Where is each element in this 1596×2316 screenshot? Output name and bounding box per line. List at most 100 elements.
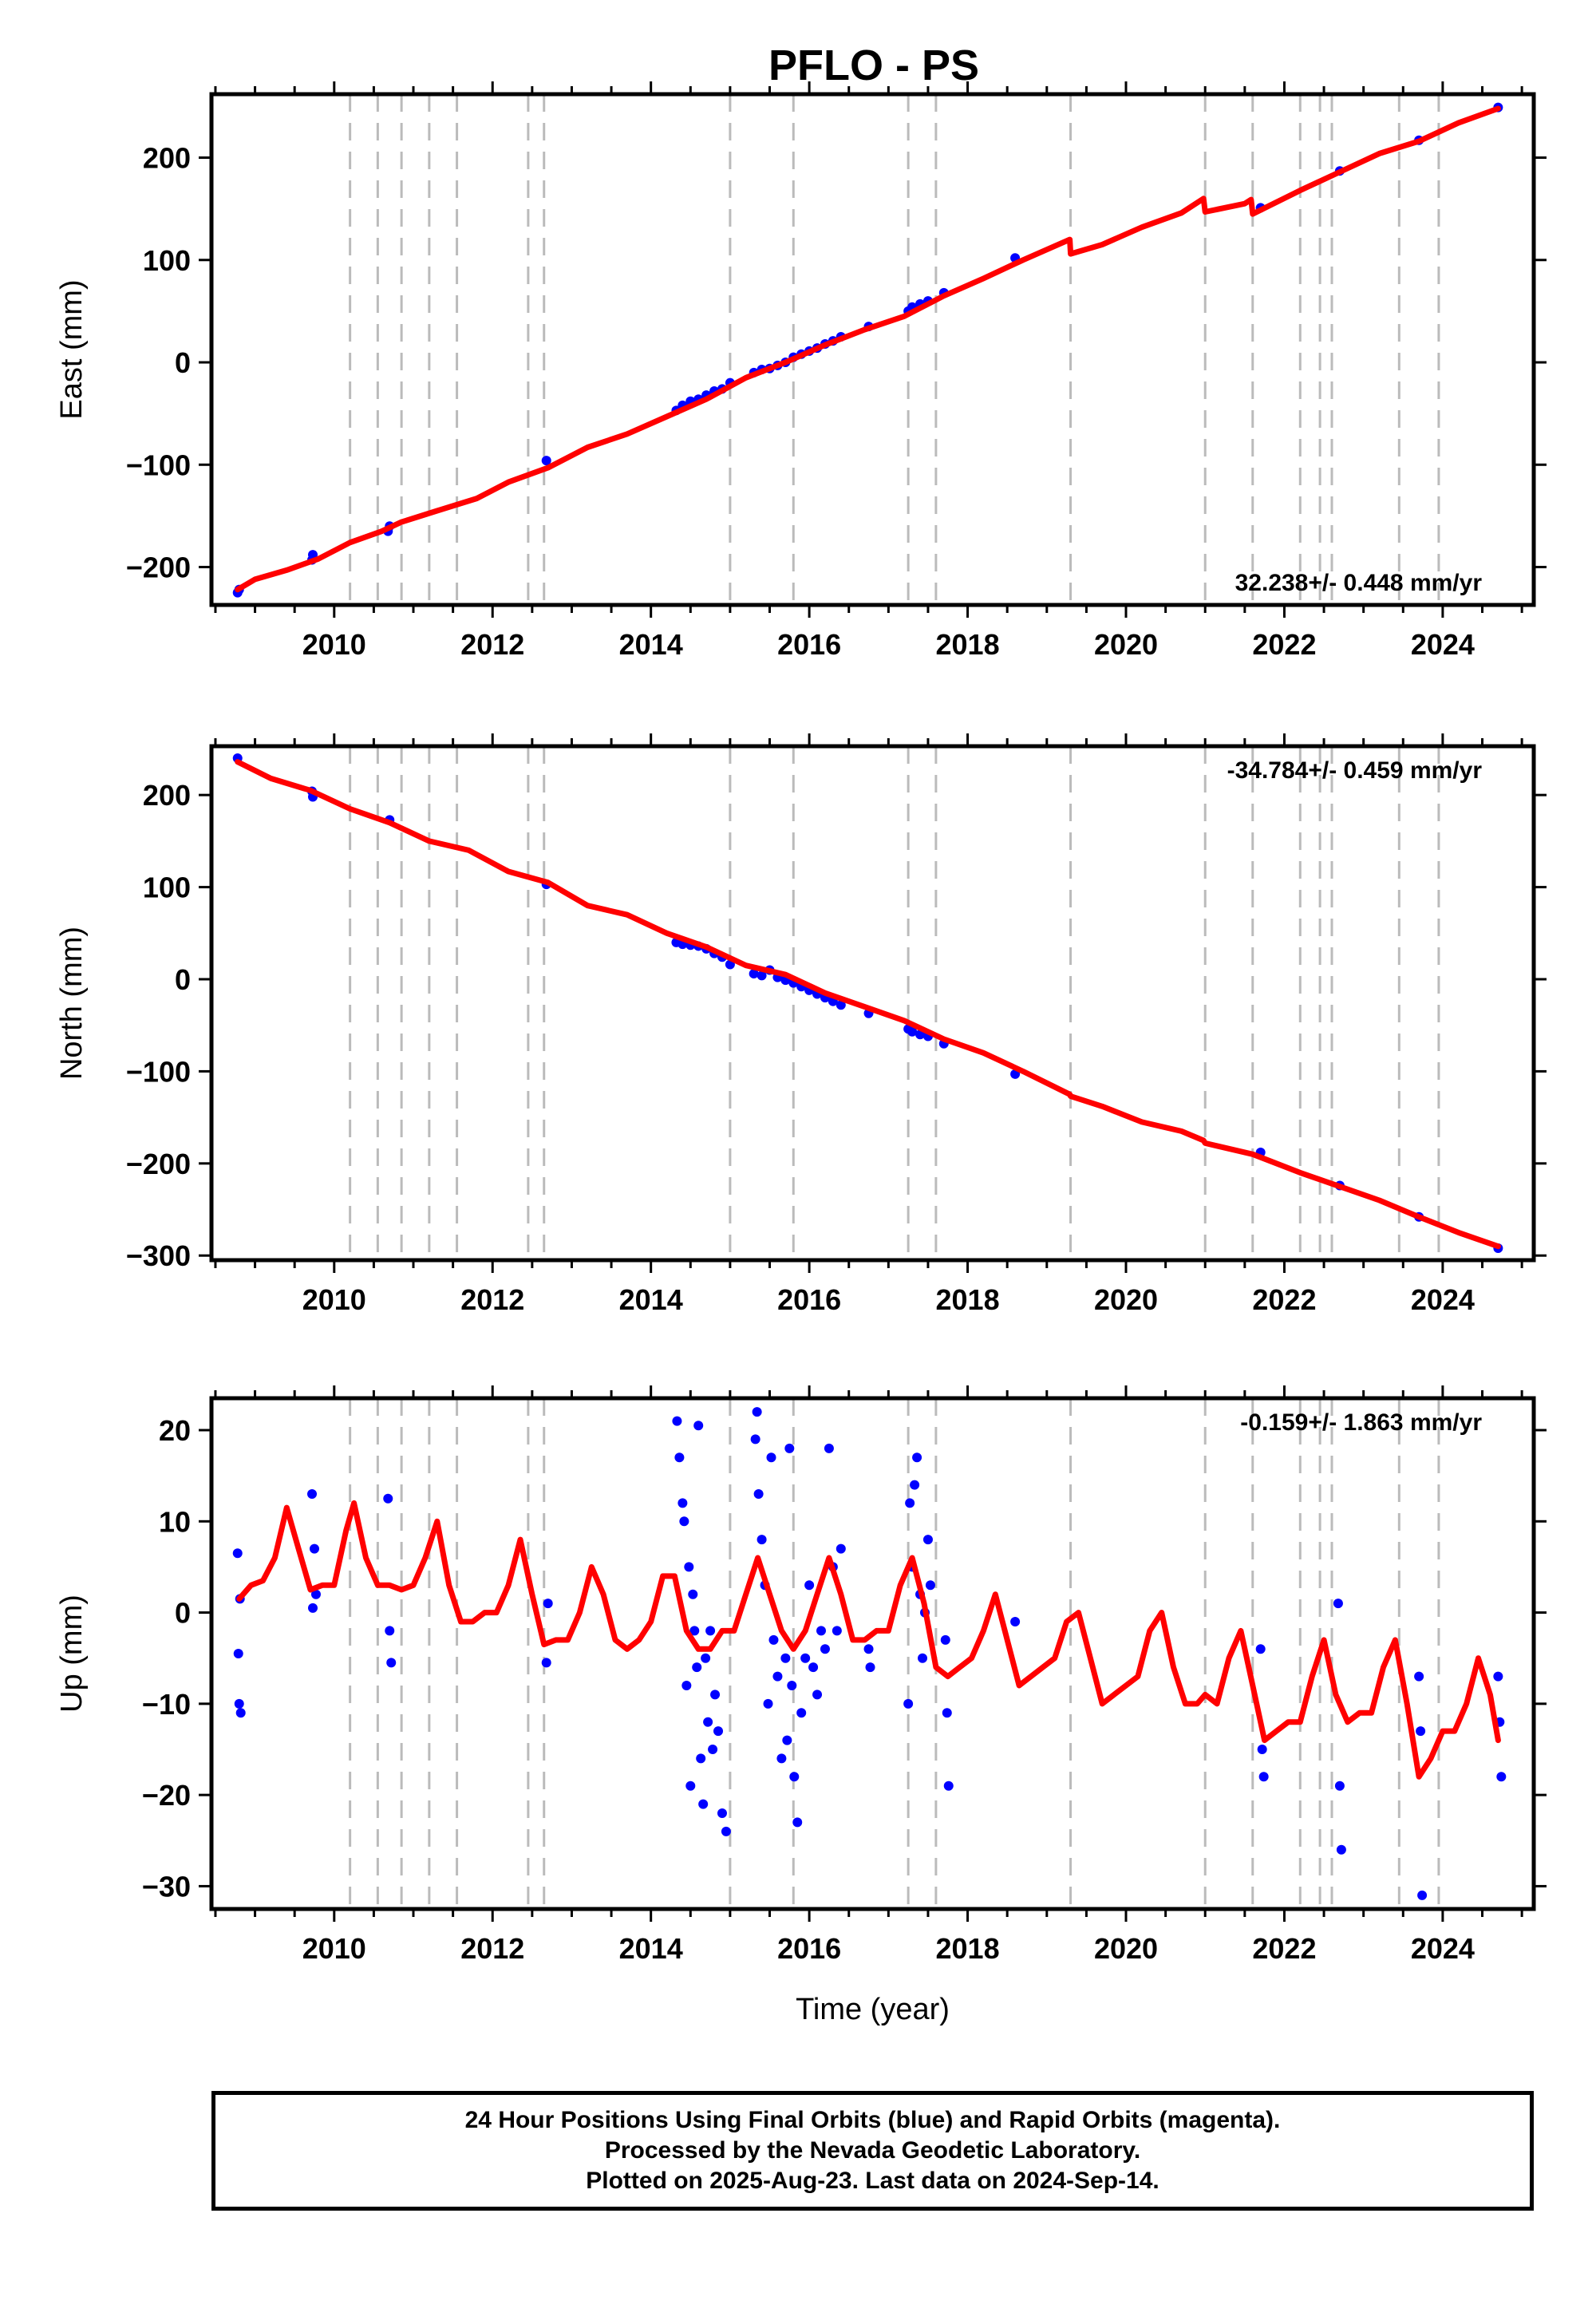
data-point	[776, 1753, 787, 1764]
y-tick-label: 100	[143, 871, 191, 904]
data-point	[812, 1690, 823, 1700]
rate-annotation: 32.238+/- 0.448 mm/yr	[1235, 570, 1483, 596]
data-point	[721, 1826, 731, 1836]
x-tick-label: 2018	[936, 628, 1000, 661]
data-point	[234, 1698, 244, 1709]
data-point	[903, 1698, 914, 1709]
footer-line-2: Processed by the Nevada Geodetic Laborat…	[604, 2137, 1141, 2164]
plot-frame	[209, 744, 1536, 1263]
y-tick-label: 200	[143, 779, 191, 812]
data-point	[863, 1644, 874, 1654]
data-point	[753, 1489, 764, 1499]
data-point	[780, 1653, 791, 1663]
model-line	[235, 759, 1501, 1250]
data-point	[386, 1658, 397, 1668]
y-tick-label: 0	[175, 346, 191, 379]
data-point	[543, 1599, 553, 1609]
x-tick-label: 2020	[1094, 628, 1158, 661]
data-point	[678, 1498, 688, 1508]
data-point	[705, 1626, 716, 1636]
data-point	[757, 970, 767, 981]
y-tick-label: −100	[126, 1055, 191, 1088]
data-point	[1333, 1599, 1343, 1609]
y-tick-label: 0	[175, 963, 191, 996]
data-point	[784, 1443, 795, 1453]
data-point	[1417, 1890, 1428, 1900]
data-point	[541, 456, 551, 466]
y-tick-label: −300	[126, 1239, 191, 1272]
y-tick-label: −200	[126, 1148, 191, 1180]
x-tick-label: 2012	[460, 1932, 524, 1965]
x-tick-label: 2014	[619, 1932, 683, 1965]
data-point	[808, 1662, 819, 1673]
east-panel: 2010 2012 2014 2016 2018 2020 2022 2024 −200 −100…	[55, 81, 1547, 661]
data-point	[310, 1589, 321, 1599]
data-point	[1414, 1671, 1424, 1682]
data-point	[385, 1626, 395, 1636]
data-point	[672, 1416, 682, 1426]
y-tick-label: 200	[143, 142, 191, 175]
x-tick-label: 2018	[936, 1283, 1000, 1316]
footer-box: 24 Hour Positions Using Final Orbits (bl…	[211, 2091, 1534, 2211]
data-point	[717, 1808, 727, 1818]
footer-line-3: Plotted on 2025-Aug-23. Last data on 202…	[586, 2168, 1159, 2194]
x-tick-label: 2012	[460, 1283, 524, 1316]
x-tick-label: 2018	[936, 1932, 1000, 1965]
data-point	[912, 1452, 922, 1463]
data-point	[1493, 1671, 1503, 1682]
data-point	[307, 1489, 318, 1499]
data-point	[684, 1562, 694, 1572]
x-axis-label: Time (year)	[796, 1993, 950, 2026]
data-point	[713, 1726, 724, 1737]
y-axis-label: Up (mm)	[55, 1595, 89, 1713]
data-point	[789, 1772, 800, 1782]
data-point	[836, 1000, 846, 1010]
data-point	[679, 1516, 689, 1527]
data-point	[820, 1644, 830, 1654]
model-line	[235, 105, 1501, 593]
x-tick-label: 2020	[1094, 1932, 1158, 1965]
data-point	[750, 1434, 760, 1445]
y-tick-label: 0	[175, 1597, 191, 1630]
data-point	[235, 1708, 246, 1718]
data-point	[918, 1653, 928, 1663]
plot-area	[211, 94, 1534, 605]
data-point	[792, 1817, 803, 1828]
data-point	[710, 1690, 721, 1700]
data-point	[905, 1498, 915, 1508]
data-point	[768, 1634, 779, 1645]
x-tick-label: 2020	[1094, 1283, 1158, 1316]
x-tick-label: 2014	[619, 1283, 683, 1316]
data-point	[689, 1626, 700, 1636]
x-tick-label: 2010	[302, 1932, 366, 1965]
chart-title: PFLO - PS	[768, 41, 979, 89]
x-tick-label: 2014	[619, 628, 683, 661]
plot-area	[211, 1398, 1534, 1909]
data-point	[692, 1662, 702, 1673]
data-point	[1010, 1617, 1021, 1626]
x-tick-label: 2024	[1411, 1932, 1475, 1965]
data-point	[232, 1548, 243, 1559]
data-point	[698, 1799, 709, 1809]
data-point	[674, 1452, 685, 1463]
rate-annotation: -0.159+/- 1.863 mm/yr	[1240, 1409, 1482, 1436]
data-point	[688, 1589, 698, 1599]
up-panel: 2010 2012 2014 2016 2018 2020 2022 2024−30−20−1…	[55, 1385, 1547, 2026]
x-tick-label: 2016	[777, 1932, 841, 1965]
data-point	[1334, 1780, 1345, 1791]
y-tick-label: 10	[159, 1505, 191, 1538]
x-tick-label: 2022	[1252, 1932, 1316, 1965]
footer-line-1: 24 Hour Positions Using Final Orbits (bl…	[464, 2107, 1281, 2133]
data-point	[703, 1717, 713, 1727]
north-panel: 2010 2012 2014 2016 2018 2020 2022 2024 −300 −200…	[55, 733, 1547, 1316]
y-tick-label: −100	[126, 449, 191, 481]
data-point	[752, 1407, 762, 1417]
data-point	[922, 1535, 933, 1545]
data-point	[782, 1735, 792, 1745]
data-point	[816, 1626, 827, 1636]
plot-frame	[209, 1396, 1536, 1911]
data-point	[943, 1780, 954, 1791]
data-point	[1496, 1772, 1507, 1782]
data-point	[308, 1603, 318, 1613]
